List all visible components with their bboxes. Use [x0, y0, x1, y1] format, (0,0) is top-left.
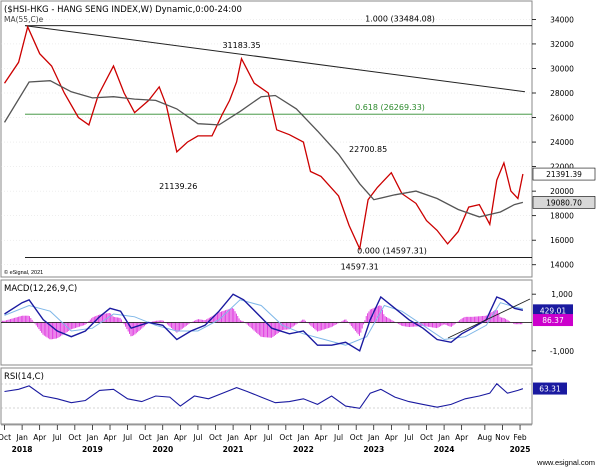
x-month-tick-label: Jan — [156, 433, 169, 442]
esignal-footer: www.esignal.com — [536, 458, 595, 467]
x-month-tick-label: Apr — [33, 433, 47, 442]
x-month-tick-label: Oct — [139, 433, 152, 442]
x-month-tick-label: Jul — [192, 433, 202, 442]
last-price-badge-label: 21391.39 — [546, 170, 582, 179]
x-month-tick-label: Aug — [478, 433, 493, 442]
ma-badge-label: 19080.70 — [546, 198, 582, 207]
x-month-tick-label: Oct — [420, 433, 433, 442]
price-y-tick-label: 34000 — [550, 15, 574, 24]
x-month-tick-label: Jan — [226, 433, 239, 442]
x-month-tick-label: Oct — [279, 433, 292, 442]
x-month-tick-label: Apr — [455, 433, 469, 442]
x-month-tick-label: Oct — [68, 433, 81, 442]
x-month-tick-label: Jan — [86, 433, 99, 442]
x-year-tick-label: 2019 — [82, 445, 103, 454]
rsi-panel: 63.31 RSI(14,C) — [0, 367, 567, 425]
last-price-badge-box — [532, 167, 596, 181]
macd-hist-badge-label: 86.37 — [542, 316, 564, 325]
price-panel: 1.000 (33484.08) 0.618 (26269.33) 0.000 (1… — [0, 0, 596, 278]
price-y-tick-label: 28000 — [550, 89, 574, 98]
rsi-value-badge-box — [533, 382, 567, 395]
x-month-tick-label: Feb — [513, 433, 527, 442]
x-month-tick-label: Jan — [297, 433, 310, 442]
x-month-tick-label: Oct — [209, 433, 222, 442]
price-annotation: 21139.26 — [159, 182, 197, 191]
x-year-tick-label: 2020 — [152, 445, 173, 454]
price-series-line — [3, 24, 524, 251]
macd-y-tick-label: -1,000 — [550, 347, 574, 356]
price-y-tick-label: 26000 — [550, 114, 574, 123]
ma-legend-label: MA(55,C)e — [4, 15, 44, 24]
ma55-series-line — [3, 80, 524, 218]
price-annotation: 14597.31 — [341, 262, 379, 271]
x-month-tick-label: Apr — [174, 433, 188, 442]
x-month-tick-label: Jan — [367, 433, 380, 442]
x-month-tick-label: Apr — [244, 433, 258, 442]
macd-value-badge-label: 429.01 — [540, 306, 566, 315]
macd-trendline — [447, 298, 531, 339]
fib-level-label: 0.000 (14597.31) — [357, 246, 427, 255]
resistance-trendline — [25, 25, 526, 93]
x-month-tick-label: Jan — [437, 433, 450, 442]
rsi-title: RSI(14,C) — [4, 372, 44, 382]
x-year-tick-label: 2021 — [223, 445, 244, 454]
x-year-tick-label: 2018 — [12, 445, 33, 454]
x-month-tick-label: Nov — [495, 433, 510, 442]
macd-y-tick-label: 1,000 — [551, 290, 573, 299]
fib-level-label: 0.618 (26269.33) — [355, 103, 425, 112]
price-y-tick-label: 24000 — [550, 138, 574, 147]
x-month-tick-label: Jul — [52, 433, 62, 442]
price-y-tick-label: 32000 — [550, 40, 574, 49]
x-month-tick-label: Jan — [15, 433, 28, 442]
price-y-tick-label: 30000 — [550, 64, 574, 73]
fib-level-label: 1.000 (33484.08) — [365, 15, 435, 24]
x-month-tick-label: Oct — [350, 433, 363, 442]
x-month-tick-label: Apr — [315, 433, 329, 442]
price-annotation: 22700.85 — [349, 145, 387, 154]
rsi-value-badge-label: 63.31 — [539, 385, 561, 394]
x-axis: Oct Jan Apr Jul Oct Jan Apr Jul Oct Jan Apr Jul Oct J… — [0, 424, 532, 454]
price-y-tick-label: 18000 — [550, 212, 574, 221]
macd-line — [4, 293, 524, 352]
x-month-tick-label: Apr — [385, 433, 399, 442]
macd-hist-badge-box — [533, 314, 573, 327]
x-year-tick-label: 2023 — [363, 445, 384, 454]
x-month-tick-label: Oct — [0, 433, 11, 442]
macd-signal-line — [4, 299, 524, 346]
price-y-tick-label: 16000 — [550, 236, 574, 245]
x-month-tick-label: Jul — [333, 433, 343, 442]
macd-title: MACD(12,26,9,C) — [4, 284, 77, 294]
x-year-tick-label: 2025 — [510, 445, 531, 454]
x-month-tick-label: Jul — [122, 433, 132, 442]
macd-value-badge-box — [533, 304, 573, 317]
price-y-tick-label: 20000 — [550, 187, 574, 196]
x-month-tick-label: Apr — [104, 433, 118, 442]
price-annotation: 31183.35 — [222, 41, 260, 50]
x-year-tick-label: 2022 — [293, 445, 314, 454]
x-month-tick-label: Jul — [403, 433, 413, 442]
price-y-tick-label: 22000 — [550, 163, 574, 172]
price-chart-title: ($HSI-HKG - HANG SENG INDEX,W) Dynamic,0… — [4, 5, 242, 15]
price-y-tick-label: 14000 — [550, 261, 574, 270]
rsi-line — [4, 382, 524, 409]
ma-badge-box — [532, 196, 596, 209]
x-year-tick-label: 2024 — [434, 445, 455, 454]
copyright-text: © eSignal, 2021 — [4, 269, 43, 276]
x-month-tick-label: Jul — [263, 433, 273, 442]
